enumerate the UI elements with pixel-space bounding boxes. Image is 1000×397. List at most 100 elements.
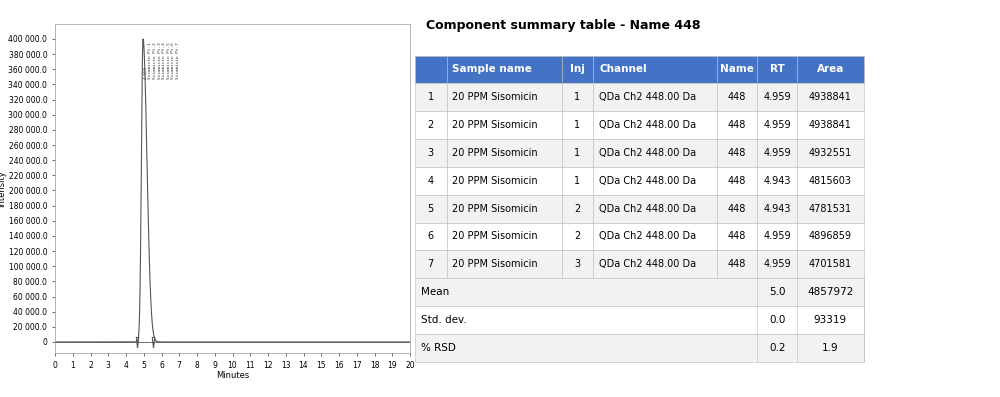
Text: 448: 448 xyxy=(728,93,746,102)
Text: 4.943: 4.943 xyxy=(764,204,791,214)
Text: 93319: 93319 xyxy=(814,315,847,325)
FancyBboxPatch shape xyxy=(593,251,717,278)
Text: Name: Name xyxy=(720,64,754,75)
FancyBboxPatch shape xyxy=(717,111,757,139)
Text: 1: 1 xyxy=(574,93,580,102)
Text: 2: 2 xyxy=(428,120,434,130)
Text: QDa Ch2 448.00 Da: QDa Ch2 448.00 Da xyxy=(599,259,696,269)
Text: Component summary table - Name 448: Component summary table - Name 448 xyxy=(426,19,701,33)
Text: 0.2: 0.2 xyxy=(769,343,786,353)
FancyBboxPatch shape xyxy=(415,306,864,334)
Text: 20 PPM Sisomicin: 20 PPM Sisomicin xyxy=(452,93,538,102)
Text: 20 PPM Sisomicin: 20 PPM Sisomicin xyxy=(452,231,538,241)
Text: 20 PPM Sisomicin: 20 PPM Sisomicin xyxy=(452,120,538,130)
Text: 2: 2 xyxy=(574,231,581,241)
FancyBboxPatch shape xyxy=(797,56,864,83)
Text: 6: 6 xyxy=(428,231,434,241)
Text: 20 PPM Sisomicin: 20 PPM Sisomicin xyxy=(452,259,538,269)
Text: 20 PPM Sisomicin: 20 PPM Sisomicin xyxy=(452,176,538,186)
FancyBboxPatch shape xyxy=(797,167,864,195)
Text: QDa Ch2 448.00 Da: QDa Ch2 448.00 Da xyxy=(599,176,696,186)
Text: Std. dev.: Std. dev. xyxy=(421,315,466,325)
Text: 1: 1 xyxy=(574,176,580,186)
FancyBboxPatch shape xyxy=(562,251,593,278)
Text: Channel: Channel xyxy=(599,64,647,75)
FancyBboxPatch shape xyxy=(717,139,757,167)
FancyBboxPatch shape xyxy=(757,56,797,83)
FancyBboxPatch shape xyxy=(562,139,593,167)
Text: 4932551: 4932551 xyxy=(809,148,852,158)
Text: 4.959
Sisomicin Pt.1
Sisomicin Pt.2
Sisomicin Pt.3
Sisomicin Pt.4
Sisomicin Pt.5: 4.959 Sisomicin Pt.1 Sisomicin Pt.2 Siso… xyxy=(144,42,180,79)
Text: 1: 1 xyxy=(428,93,434,102)
Text: 4: 4 xyxy=(428,176,434,186)
FancyBboxPatch shape xyxy=(593,56,717,83)
FancyBboxPatch shape xyxy=(415,111,447,139)
FancyBboxPatch shape xyxy=(562,222,593,251)
FancyBboxPatch shape xyxy=(593,139,717,167)
FancyBboxPatch shape xyxy=(562,56,593,83)
Y-axis label: Intensity: Intensity xyxy=(0,170,6,207)
FancyBboxPatch shape xyxy=(717,167,757,195)
FancyBboxPatch shape xyxy=(797,139,864,167)
FancyBboxPatch shape xyxy=(717,83,757,111)
Text: 3: 3 xyxy=(574,259,580,269)
Text: 448: 448 xyxy=(728,148,746,158)
Text: 2: 2 xyxy=(574,204,581,214)
Text: 0.0: 0.0 xyxy=(769,315,785,325)
FancyBboxPatch shape xyxy=(593,222,717,251)
FancyBboxPatch shape xyxy=(415,278,864,306)
FancyBboxPatch shape xyxy=(797,83,864,111)
Text: 4.959: 4.959 xyxy=(763,148,791,158)
Text: Sample name: Sample name xyxy=(452,64,532,75)
FancyBboxPatch shape xyxy=(797,222,864,251)
FancyBboxPatch shape xyxy=(757,167,797,195)
FancyBboxPatch shape xyxy=(447,83,562,111)
FancyBboxPatch shape xyxy=(797,251,864,278)
FancyBboxPatch shape xyxy=(757,83,797,111)
FancyBboxPatch shape xyxy=(593,83,717,111)
Text: 448: 448 xyxy=(728,259,746,269)
FancyBboxPatch shape xyxy=(447,222,562,251)
FancyBboxPatch shape xyxy=(757,251,797,278)
FancyBboxPatch shape xyxy=(415,83,447,111)
Text: QDa Ch2 448.00 Da: QDa Ch2 448.00 Da xyxy=(599,231,696,241)
Text: 5: 5 xyxy=(428,204,434,214)
Text: 448: 448 xyxy=(728,231,746,241)
FancyBboxPatch shape xyxy=(717,222,757,251)
FancyBboxPatch shape xyxy=(415,167,447,195)
FancyBboxPatch shape xyxy=(415,334,864,362)
Text: 4.959: 4.959 xyxy=(763,93,791,102)
Text: QDa Ch2 448.00 Da: QDa Ch2 448.00 Da xyxy=(599,148,696,158)
Text: 4.959: 4.959 xyxy=(763,120,791,130)
FancyBboxPatch shape xyxy=(447,195,562,222)
Text: 4815603: 4815603 xyxy=(809,176,852,186)
Text: 4896859: 4896859 xyxy=(809,231,852,241)
FancyBboxPatch shape xyxy=(415,251,447,278)
FancyBboxPatch shape xyxy=(757,139,797,167)
FancyBboxPatch shape xyxy=(562,195,593,222)
FancyBboxPatch shape xyxy=(757,111,797,139)
FancyBboxPatch shape xyxy=(447,111,562,139)
Text: RT: RT xyxy=(770,64,785,75)
Text: Inj: Inj xyxy=(570,64,585,75)
Text: 4.943: 4.943 xyxy=(764,176,791,186)
FancyBboxPatch shape xyxy=(415,56,447,83)
Text: 1.9: 1.9 xyxy=(822,343,839,353)
FancyBboxPatch shape xyxy=(415,222,447,251)
Text: Mean: Mean xyxy=(421,287,449,297)
Text: 448: 448 xyxy=(728,120,746,130)
Text: 20 PPM Sisomicin: 20 PPM Sisomicin xyxy=(452,148,538,158)
Text: 1: 1 xyxy=(574,148,580,158)
FancyBboxPatch shape xyxy=(593,195,717,222)
Text: 7: 7 xyxy=(428,259,434,269)
FancyBboxPatch shape xyxy=(562,111,593,139)
Text: 4.959: 4.959 xyxy=(763,231,791,241)
FancyBboxPatch shape xyxy=(757,195,797,222)
Text: 4701581: 4701581 xyxy=(809,259,852,269)
Text: 4781531: 4781531 xyxy=(809,204,852,214)
Text: 4938841: 4938841 xyxy=(809,120,852,130)
Text: 1: 1 xyxy=(574,120,580,130)
Text: QDa Ch2 448.00 Da: QDa Ch2 448.00 Da xyxy=(599,120,696,130)
FancyBboxPatch shape xyxy=(447,167,562,195)
FancyBboxPatch shape xyxy=(797,111,864,139)
